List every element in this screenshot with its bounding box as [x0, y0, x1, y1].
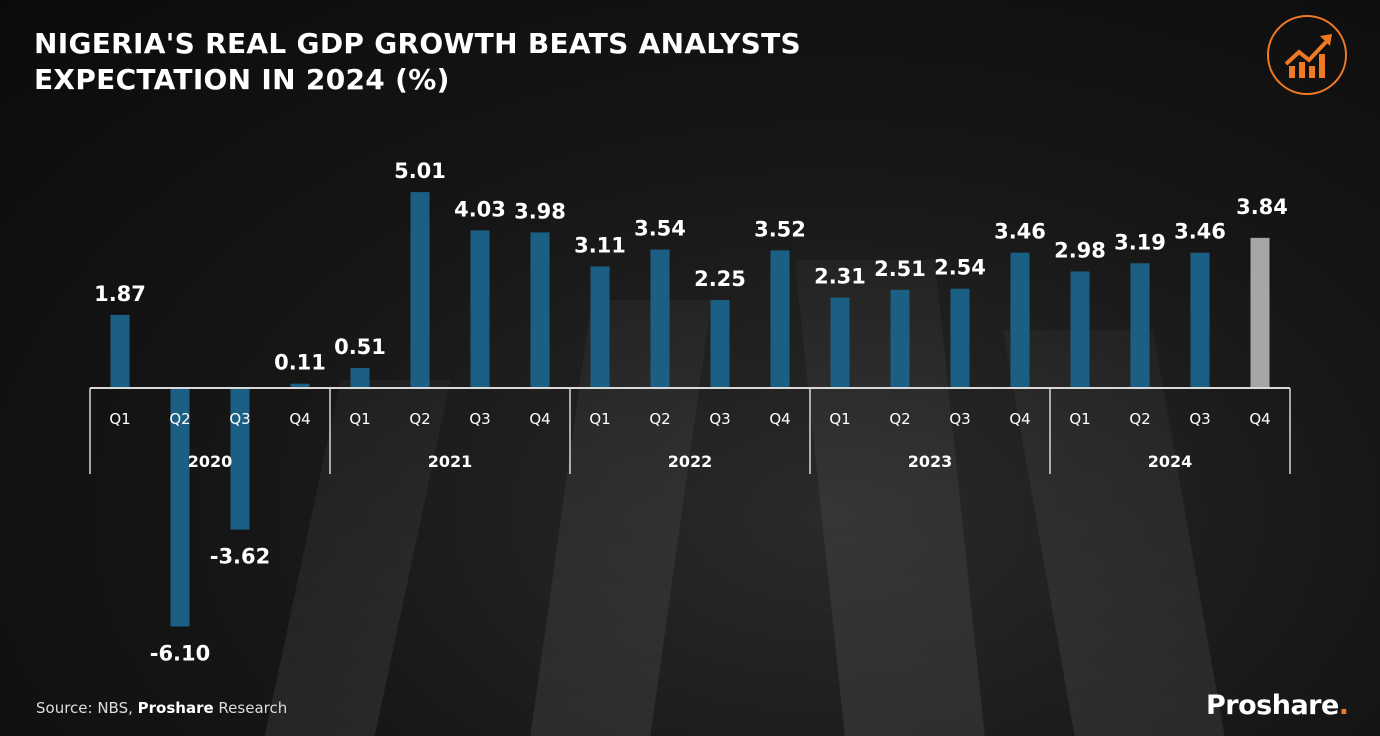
bar [110, 314, 130, 388]
data-label: 3.19 [1114, 230, 1166, 254]
brand-name: Proshare [1206, 690, 1339, 721]
quarter-tick-label: Q3 [469, 410, 490, 428]
data-label: -3.62 [210, 545, 271, 569]
data-label: 2.51 [874, 257, 926, 281]
quarter-tick-label: Q4 [1009, 410, 1030, 428]
data-label: 3.84 [1236, 195, 1288, 219]
bar [1070, 271, 1090, 388]
data-label: 3.54 [634, 217, 686, 241]
quarter-tick-label: Q3 [709, 410, 730, 428]
growth-chart-icon [1267, 15, 1347, 95]
year-tick-label: 2022 [668, 452, 713, 471]
bar [890, 289, 910, 388]
quarter-tick-label: Q2 [409, 410, 430, 428]
data-label: -6.10 [150, 642, 211, 666]
data-label: 2.54 [934, 256, 986, 280]
quarter-tick-label: Q3 [229, 410, 250, 428]
data-label: 3.46 [1174, 220, 1226, 244]
bar [410, 192, 430, 388]
quarter-tick-label: Q3 [1189, 410, 1210, 428]
quarter-tick-label: Q4 [1249, 410, 1270, 428]
bar [1250, 237, 1270, 388]
bar [1010, 252, 1030, 388]
brand-dot: . [1338, 690, 1349, 721]
quarter-tick-label: Q2 [889, 410, 910, 428]
data-label: 4.03 [454, 197, 506, 221]
data-label: 2.98 [1054, 238, 1106, 262]
data-label: 0.51 [334, 335, 386, 359]
year-tick-label: 2020 [188, 452, 233, 471]
data-label: 3.46 [994, 220, 1046, 244]
quarter-tick-label: Q4 [529, 410, 550, 428]
bar [470, 230, 490, 388]
data-label: 0.11 [274, 351, 326, 375]
data-label: 5.01 [394, 159, 446, 183]
quarter-tick-label: Q3 [949, 410, 970, 428]
quarter-tick-label: Q1 [589, 410, 610, 428]
bar [950, 288, 970, 388]
data-label: 2.25 [694, 267, 746, 291]
quarter-tick-label: Q4 [769, 410, 790, 428]
brand-logo: Proshare. [1206, 690, 1349, 721]
source-note: Source: NBS, Proshare Research [36, 699, 287, 717]
bar [350, 368, 370, 388]
source-bold: Proshare [137, 699, 214, 717]
year-tick-label: 2021 [428, 452, 473, 471]
quarter-tick-label: Q4 [289, 410, 310, 428]
year-tick-label: 2024 [1148, 452, 1193, 471]
quarter-tick-label: Q1 [349, 410, 370, 428]
bar [830, 297, 850, 388]
bar [650, 249, 670, 388]
bar [1130, 263, 1150, 388]
bar [1190, 252, 1210, 388]
quarter-tick-label: Q1 [829, 410, 850, 428]
quarter-tick-label: Q2 [1129, 410, 1150, 428]
data-label: 3.11 [574, 233, 626, 257]
quarter-tick-label: Q2 [169, 410, 190, 428]
bar [230, 388, 250, 530]
bar [170, 388, 190, 627]
bar [530, 232, 550, 388]
data-label: 1.87 [94, 282, 146, 306]
data-label: 3.52 [754, 217, 806, 241]
source-suffix: Research [213, 699, 288, 717]
source-prefix: Source: NBS, [36, 699, 138, 717]
quarter-tick-label: Q1 [109, 410, 130, 428]
bar [290, 383, 310, 388]
year-tick-label: 2023 [908, 452, 953, 471]
bar [770, 250, 790, 388]
quarter-tick-label: Q2 [649, 410, 670, 428]
data-label: 3.98 [514, 199, 566, 223]
bar [710, 300, 730, 388]
data-label: 2.31 [814, 265, 866, 289]
quarter-tick-label: Q1 [1069, 410, 1090, 428]
bar [590, 266, 610, 388]
chart-title: NIGERIA'S REAL GDP GROWTH BEATS ANALYSTS… [34, 27, 801, 96]
